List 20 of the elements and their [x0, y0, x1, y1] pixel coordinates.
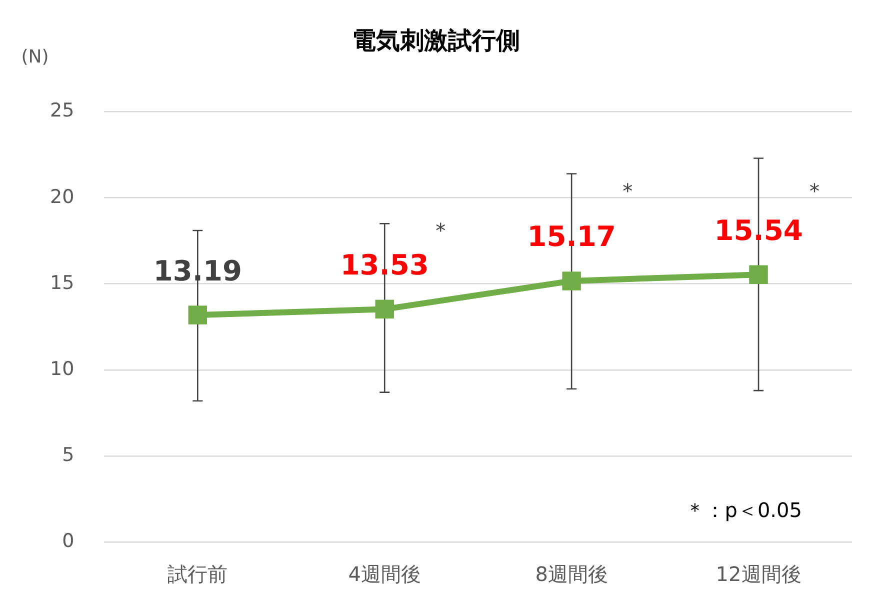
point	[749, 265, 768, 284]
y-tick-label: 25	[50, 100, 74, 122]
annotation: ＊：p＜0.05	[684, 498, 802, 522]
x-tick-label: 8週間後	[535, 562, 608, 586]
y-tick-label: 15	[50, 272, 74, 294]
y-tick-label: 0	[62, 530, 74, 552]
chart-title: 電気刺激試行側	[352, 26, 520, 55]
point	[562, 272, 581, 290]
annotation: *	[622, 178, 633, 203]
point	[188, 306, 208, 324]
x-tick-label: 12週間後	[716, 562, 802, 586]
y-axis-title: (N)	[21, 46, 49, 68]
annotation: *	[436, 218, 446, 242]
y-tick-label: 5	[62, 444, 74, 466]
x-tick-label: 4週間後	[348, 562, 421, 586]
x-tick-label: 試行前	[168, 562, 228, 586]
annotation: *	[810, 178, 820, 203]
point	[375, 300, 394, 319]
y-tick-label: 10	[50, 358, 74, 380]
y-tick-label: 20	[50, 186, 74, 208]
